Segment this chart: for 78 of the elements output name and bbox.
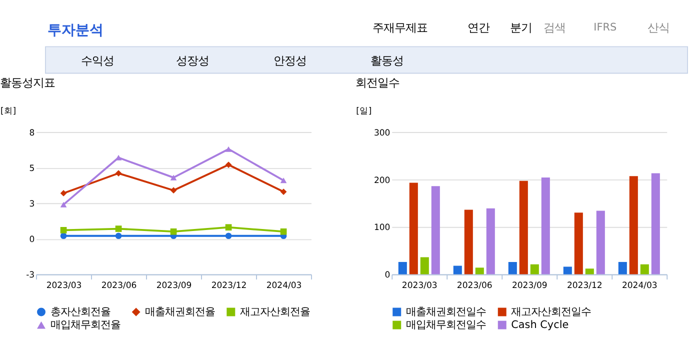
text: 활동성 xyxy=(370,54,404,68)
x-tick-label: 2024/03 xyxy=(622,281,658,292)
y-tick-label: 5 xyxy=(29,164,35,174)
text: 투자분석 xyxy=(47,22,104,38)
text: 주재무제표 xyxy=(372,20,428,35)
text: 수익성 xyxy=(81,54,114,68)
point xyxy=(60,227,67,234)
bar xyxy=(464,210,473,274)
point xyxy=(225,146,232,152)
bar xyxy=(409,182,418,274)
text: 검색 xyxy=(543,20,566,35)
legend-label: Cash Cycle xyxy=(511,318,569,331)
bar xyxy=(629,176,638,274)
bar xyxy=(486,208,495,274)
legend-label: 매입채무회전일수 xyxy=(406,318,486,331)
point xyxy=(115,170,122,176)
x-tick-label: 2023/06 xyxy=(101,281,137,292)
x-tick-label: 2023/03 xyxy=(46,281,82,292)
chart-title: 회전일수 xyxy=(356,76,400,90)
point xyxy=(225,224,232,231)
legend-label: 매출채권회전율 xyxy=(145,306,216,318)
text: IFRS xyxy=(594,22,617,34)
bar xyxy=(508,262,517,274)
point xyxy=(280,188,287,195)
point xyxy=(60,190,67,196)
y-tick-label: 8 xyxy=(29,128,35,138)
x-tick-label: 2023/06 xyxy=(456,281,492,292)
bar xyxy=(420,257,429,274)
point xyxy=(170,174,177,180)
bar xyxy=(431,186,440,274)
text: 성장성 xyxy=(176,54,210,68)
x-tick-label: 2023/12 xyxy=(211,281,247,292)
x-tick-label: 2023/09 xyxy=(512,281,548,292)
point xyxy=(280,178,287,184)
bar xyxy=(574,212,583,274)
text: 산식 xyxy=(648,20,670,35)
bar xyxy=(640,264,649,274)
bar xyxy=(398,262,407,274)
y-axis-title: [일] xyxy=(356,106,372,117)
point xyxy=(170,187,177,194)
x-tick-label: 2024/03 xyxy=(266,281,302,292)
point xyxy=(60,232,67,240)
bar xyxy=(530,264,539,274)
y-tick-label: 0 xyxy=(29,235,35,246)
y-tick-label: 100 xyxy=(374,223,390,234)
point xyxy=(60,202,67,208)
bar xyxy=(563,266,572,274)
y-tick-label: 200 xyxy=(374,176,390,186)
point xyxy=(225,232,232,240)
point xyxy=(170,228,177,235)
y-tick-label: -3 xyxy=(26,270,35,281)
bar xyxy=(475,268,484,274)
x-tick-label: 2023/03 xyxy=(402,281,438,292)
point xyxy=(280,228,287,235)
bar xyxy=(519,180,528,274)
text: 안정성 xyxy=(274,54,307,68)
x-tick-label: 2023/09 xyxy=(156,281,192,292)
point xyxy=(115,226,122,232)
text: 분기 xyxy=(510,20,532,35)
y-tick-label: 0 xyxy=(384,270,390,281)
text: 연간 xyxy=(468,20,490,35)
y-tick-label: 300 xyxy=(374,128,390,138)
bar xyxy=(596,210,605,274)
legend-label: 재고자산회전율 xyxy=(240,306,310,318)
legend-label: 매입채무회전율 xyxy=(50,318,120,331)
bar xyxy=(618,262,627,274)
legend-label: 총자산회전율 xyxy=(50,306,110,318)
legend-label: 재고자산회전일수 xyxy=(511,306,592,318)
x-tick-label: 2023/12 xyxy=(566,281,602,292)
y-tick-label: 3 xyxy=(29,199,35,210)
bar xyxy=(585,268,594,274)
bar xyxy=(541,178,550,274)
bar xyxy=(453,266,462,274)
legend-label: 매출채권회전일수 xyxy=(406,306,486,318)
bar xyxy=(651,173,660,274)
y-axis-title: [회] xyxy=(0,106,16,117)
chart-title: 활동성지표 xyxy=(0,76,55,90)
point xyxy=(115,232,122,240)
